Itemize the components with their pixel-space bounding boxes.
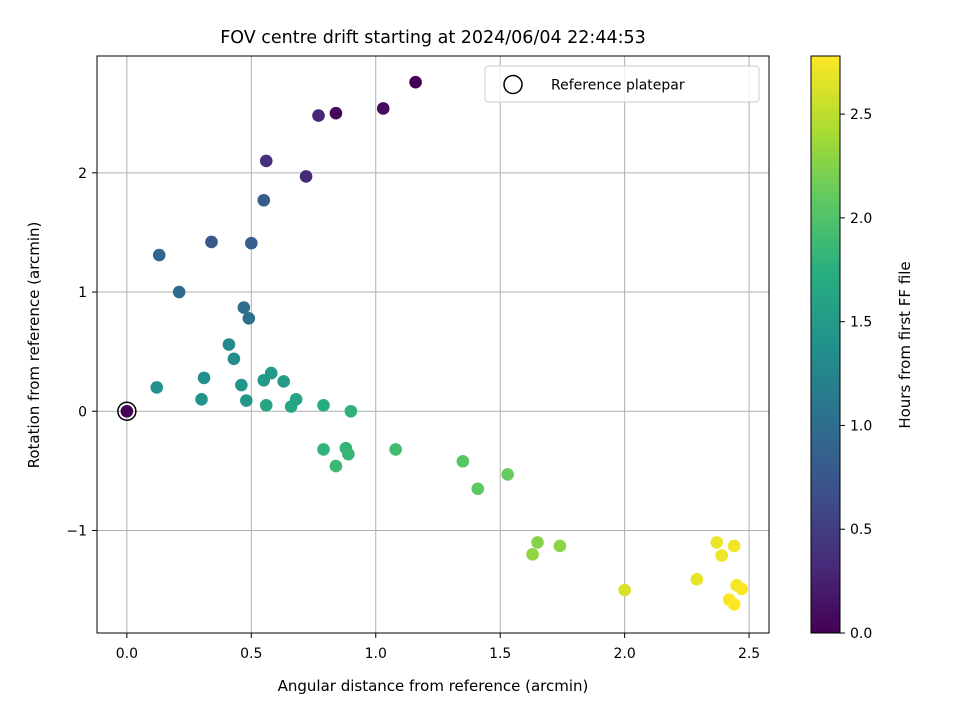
colorbar-tick-label: 1.0 [850,418,872,434]
data-point [235,378,248,392]
x-tick-label: 1.5 [489,646,511,662]
data-point [299,170,313,183]
data-point [197,371,211,385]
data-point [553,539,567,553]
data-point [222,338,236,351]
legend-entry-reference: Reference platepar [551,78,685,94]
data-point [501,468,514,481]
x-axis-label: Angular distance from reference (arcmin) [278,677,589,695]
chart-title: FOV centre drift starting at 2024/06/04 … [220,28,646,48]
data-point [710,536,724,549]
legend-marker-icon [503,74,523,95]
plot-frame [96,55,770,634]
data-point [389,443,402,456]
colorbar-tick-label: 0.0 [850,626,872,642]
colorbar: 0.0 0.5 1.0 1.5 2.0 2.5 Hours from first FF f… [810,55,914,642]
data-point [317,398,330,412]
colorbar-ticks: 0.0 0.5 1.0 1.5 2.0 2.5 [840,107,872,642]
data-point [727,598,741,611]
data-point [245,236,258,250]
data-point [259,154,273,168]
data-point [715,549,729,562]
data-point [618,583,631,597]
colorbar-tick-label: 2.5 [850,107,872,123]
x-axis-ticks: 0.0 0.5 1.0 1.5 2.0 2.5 [116,633,760,662]
data-point [237,301,251,314]
data-point [471,482,485,496]
data-point [526,548,539,561]
data-point [264,366,278,380]
x-tick-label: 2.5 [738,646,760,662]
data-point [727,539,741,553]
y-tick-label: 0 [78,404,87,420]
reference-platepar-marker [117,401,137,422]
x-tick-label: 2.0 [614,646,636,662]
data-point [195,393,208,406]
data-point [735,582,748,596]
data-point [329,459,343,473]
data-point [690,573,704,586]
x-tick-label: 0.0 [116,646,138,662]
colorbar-tick-label: 0.5 [850,522,872,538]
data-point [289,393,303,406]
data-point [172,285,186,299]
colorbar-tick-label: 1.5 [850,315,872,331]
y-axis-ticks: −1 0 1 2 [66,166,97,539]
colorbar-tick-label: 2.0 [850,211,872,227]
y-axis-label: Rotation from reference (arcmin) [25,222,43,469]
data-point [259,398,273,412]
data-point [240,394,253,407]
x-tick-label: 0.5 [240,646,262,662]
data-point [205,235,218,249]
data-point [531,536,544,549]
legend-box [484,65,760,103]
x-tick-label: 1.0 [365,646,387,662]
data-point [344,404,358,418]
data-point [120,404,134,418]
data-point [152,248,166,262]
data-point [150,381,164,394]
data-points [117,75,748,611]
colorbar-label: Hours from first FF file [896,261,914,428]
legend: Reference platepar [484,65,760,103]
data-point [342,447,355,461]
data-point [277,375,290,388]
data-point [242,311,256,325]
y-tick-label: 2 [78,166,87,182]
data-point [376,102,390,115]
data-point [456,455,470,468]
data-point [409,75,422,89]
data-point [312,109,325,122]
data-point [317,443,330,456]
y-tick-label: −1 [66,523,87,539]
y-tick-label: 1 [78,285,87,301]
data-point [227,352,241,366]
grid-lines [97,56,769,633]
data-point [329,106,343,120]
colorbar-gradient [810,55,841,634]
data-point [257,193,271,207]
